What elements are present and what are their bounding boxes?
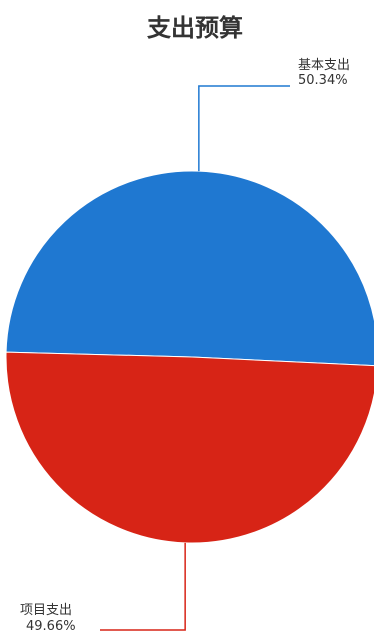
leader-line-2 bbox=[100, 542, 186, 631]
slice-label-name-1: 基本支出 bbox=[298, 58, 350, 73]
slice-label-percent-1: 50.34% bbox=[298, 73, 348, 88]
pie-slice-1 bbox=[5, 170, 374, 367]
chart-title: 支出预算 bbox=[147, 14, 243, 42]
slice-label-name-2: 项目支出 bbox=[20, 603, 72, 618]
pie-slice-2 bbox=[5, 351, 374, 544]
leader-line-1 bbox=[198, 85, 290, 172]
slice-label-percent-2: 49.66% bbox=[26, 619, 76, 634]
